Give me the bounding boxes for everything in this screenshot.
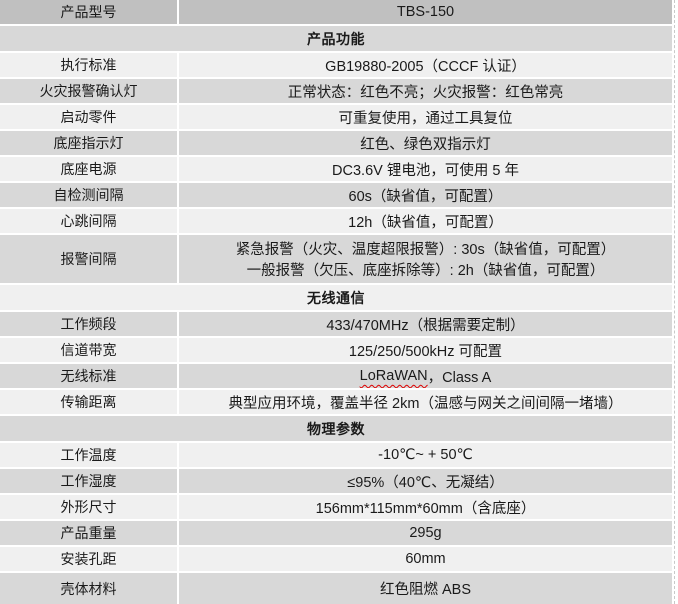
table-row: 火灾报警确认灯 正常状态：红色不亮；火灾报警：红色常亮 — [0, 79, 672, 105]
table-row-model: 产品型号 TBS-150 — [0, 0, 672, 26]
spec-label: 底座电源 — [0, 157, 179, 181]
spec-label: 壳体材料 — [0, 573, 179, 604]
table-row: 传输距离 典型应用环境，覆盖半径 2km（温感与网关之间间隔一堵墙） — [0, 390, 672, 416]
table-row: 心跳间隔 12h（缺省值，可配置） — [0, 209, 672, 235]
spec-value: 295g — [409, 525, 442, 541]
alarm-interval-line1: 紧急报警（火灾、温度超限报警）: 30s（缺省值，可配置） — [235, 241, 616, 258]
table-row: 底座电源 DC3.6V 锂电池，可使用 5 年 — [0, 157, 672, 183]
spec-label: 自检测间隔 — [0, 183, 179, 207]
table-row: 底座指示灯 红色、绿色双指示灯 — [0, 131, 672, 157]
section-title: 产品功能 — [307, 30, 365, 47]
spec-label: 无线标准 — [0, 364, 179, 388]
spec-label: 心跳间隔 — [0, 209, 179, 233]
spec-label: 安装孔距 — [0, 547, 179, 571]
table-row: 启动零件 可重复使用，通过工具复位 — [0, 105, 672, 131]
spec-value: -10℃~ + 50℃ — [378, 447, 473, 463]
table-row: 信道带宽 125/250/500kHz 可配置 — [0, 338, 672, 364]
spec-label: 信道带宽 — [0, 338, 179, 362]
spec-value: 156mm*115mm*60mm（含底座） — [315, 500, 536, 517]
spec-value: 433/470MHz（根据需要定制） — [326, 317, 525, 334]
spec-value: 紧急报警（火灾、温度超限报警）: 30s（缺省值，可配置） 一般报警（欠压、底座… — [179, 235, 672, 283]
spec-value: GB19880-2005（CCCF 认证） — [325, 58, 526, 75]
spec-value: 典型应用环境，覆盖半径 2km（温感与网关之间间隔一堵墙） — [228, 395, 623, 412]
spec-value: LoRaWAN ，Class A — [179, 364, 672, 388]
spec-value: 红色阻燃 ABS — [379, 582, 472, 598]
spec-label: 外形尺寸 — [0, 495, 179, 519]
table-row: 产品重量 295g — [0, 521, 672, 547]
spec-value: 红色、绿色双指示灯 — [360, 136, 491, 153]
alarm-interval-line2: 一般报警（欠压、底座拆除等）: 2h（缺省值，可配置） — [246, 263, 605, 280]
spec-value: 60s（缺省值，可配置） — [348, 188, 503, 205]
table-row: 工作湿度 ≤95%（40℃、无凝结） — [0, 469, 672, 495]
spec-value: ≤95%（40℃、无凝结） — [347, 474, 504, 491]
section-header-row-functions: 产品功能 — [0, 26, 672, 53]
text-boundary-dashed-line — [674, 0, 675, 604]
spec-label: 启动零件 — [0, 105, 179, 129]
spec-label: 传输距离 — [0, 390, 179, 414]
spec-value: 125/250/500kHz 可配置 — [348, 343, 503, 360]
spec-label: 工作温度 — [0, 443, 179, 467]
spellcheck-word: LoRaWAN — [359, 368, 428, 384]
section-header-row-wireless: 无线通信 — [0, 285, 672, 312]
spec-value: DC3.6V 锂电池，可使用 5 年 — [332, 162, 519, 179]
spec-value-rest: ，Class A — [427, 369, 492, 386]
section-title: 物理参数 — [307, 420, 365, 437]
table-row: 壳体材料 红色阻燃 ABS — [0, 573, 672, 604]
table-row: 执行标准 GB19880-2005（CCCF 认证） — [0, 53, 672, 79]
table-row: 外形尺寸 156mm*115mm*60mm（含底座） — [0, 495, 672, 521]
spec-label: 工作湿度 — [0, 469, 179, 493]
spec-label: 报警间隔 — [0, 235, 179, 283]
spec-label: 产品重量 — [0, 521, 179, 545]
table-row: 安装孔距 60mm — [0, 547, 672, 573]
table-row: 工作温度 -10℃~ + 50℃ — [0, 443, 672, 469]
spec-label: 火灾报警确认灯 — [0, 79, 179, 103]
table-row-alarm-interval: 报警间隔 紧急报警（火灾、温度超限报警）: 30s（缺省值，可配置） 一般报警（… — [0, 235, 672, 285]
spec-value-model: TBS-150 — [396, 4, 455, 20]
table-row: 工作频段 433/470MHz（根据需要定制） — [0, 312, 672, 338]
spec-value: 可重复使用，通过工具复位 — [338, 110, 513, 127]
table-row-wireless-standard: 无线标准 LoRaWAN ，Class A — [0, 364, 672, 390]
spec-value: 12h（缺省值，可配置） — [348, 214, 503, 231]
table-row: 自检测间隔 60s（缺省值，可配置） — [0, 183, 672, 209]
section-title: 无线通信 — [307, 289, 365, 306]
section-header-row-physical: 物理参数 — [0, 416, 672, 443]
spec-label-model: 产品型号 — [0, 0, 179, 24]
spec-label: 执行标准 — [0, 53, 179, 77]
spec-label: 工作频段 — [0, 312, 179, 336]
spec-value: 60mm — [405, 551, 446, 567]
spec-value: 正常状态：红色不亮；火灾报警：红色常亮 — [287, 84, 564, 101]
spec-label: 底座指示灯 — [0, 131, 179, 155]
